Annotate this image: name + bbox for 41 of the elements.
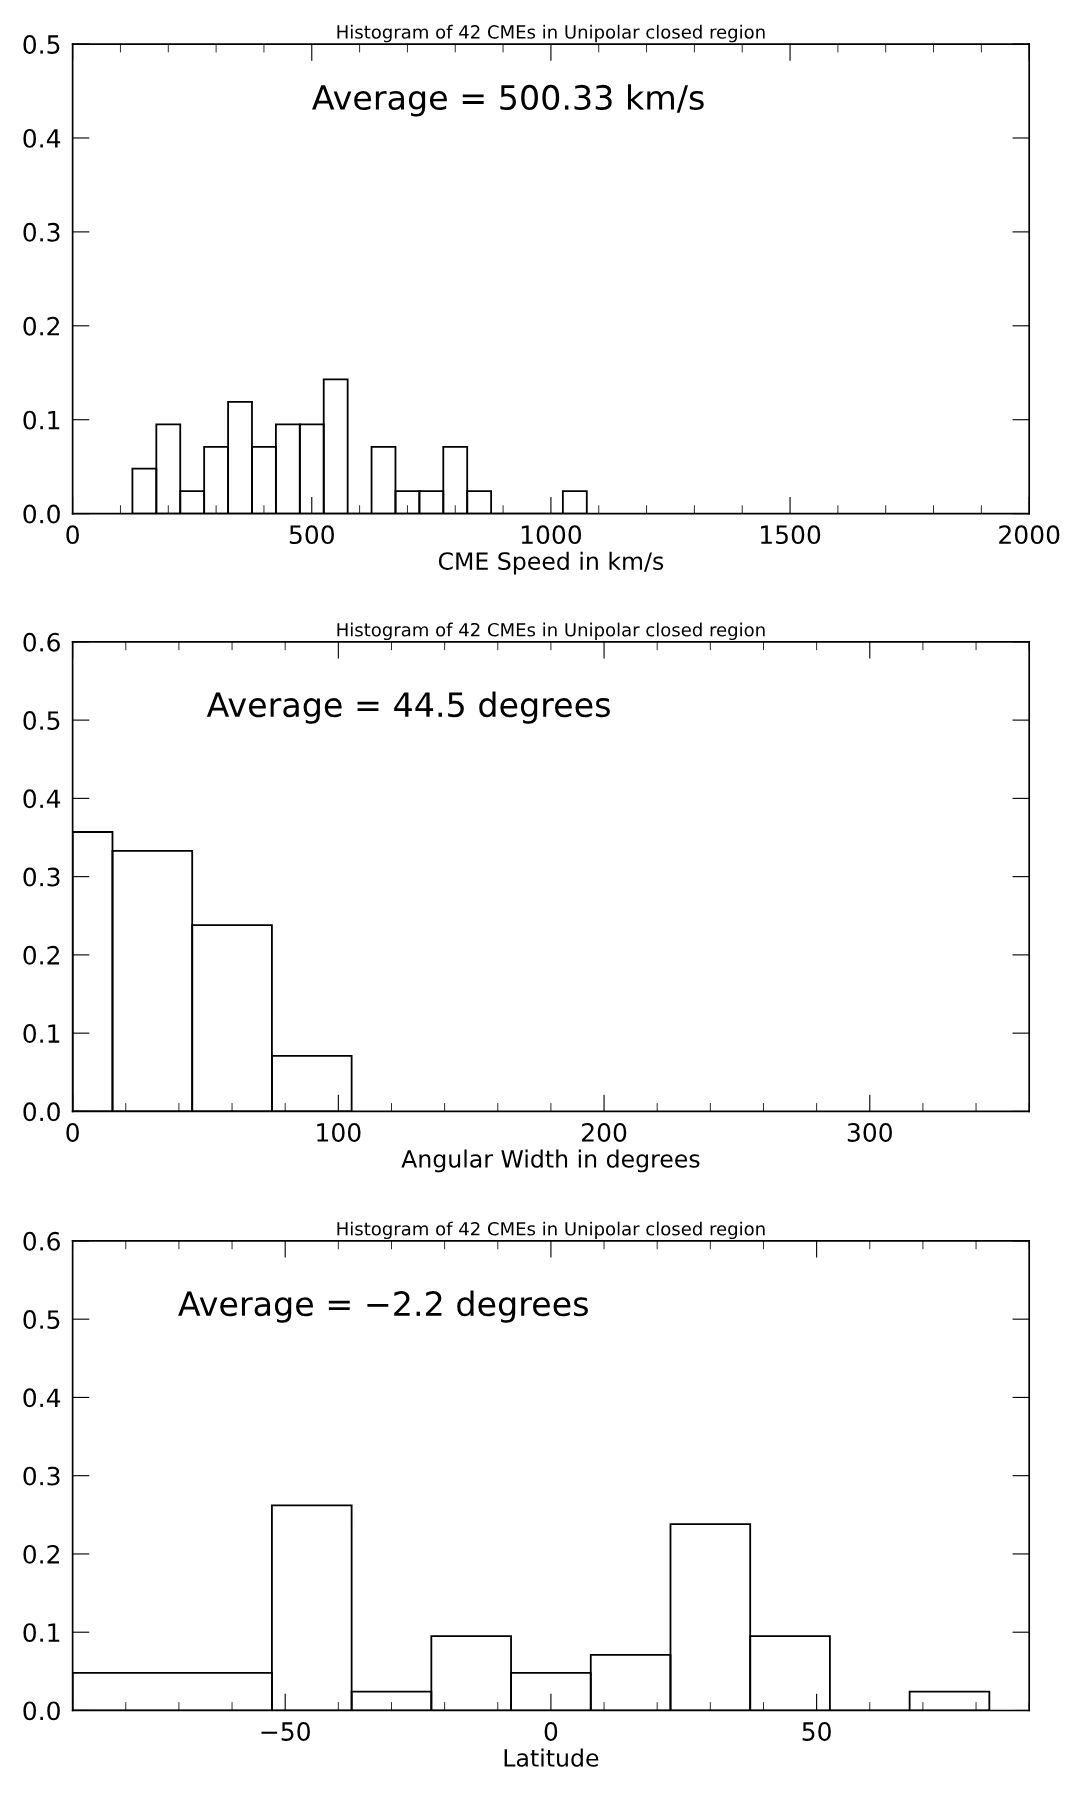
x-tick-label: 0 [544, 1722, 558, 1741]
y-tick-label: 0.6 [23, 1231, 60, 1251]
y-tick-label: 0.3 [23, 222, 60, 242]
x-tick-label: 0 [66, 1122, 79, 1142]
x-tick-label: 100 [317, 1122, 361, 1142]
y-tick-label: 0.2 [23, 316, 60, 336]
y-tick-label: 0.5 [23, 35, 60, 54]
y-tick-label: 0.1 [23, 1024, 60, 1044]
y-tick-label: 0.3 [23, 867, 60, 887]
x-tick-label: 500 [289, 525, 334, 545]
y-tick-label: 0.5 [23, 1310, 60, 1330]
x-tick-label: −50 [261, 1722, 310, 1741]
y-tick-label: 0.4 [23, 128, 61, 148]
y-tick-label: 0.5 [23, 711, 60, 730]
y-tick-label: 0.4 [23, 1388, 61, 1408]
y-tick-label: 0.1 [23, 1623, 60, 1643]
x-tick-label: 1500 [760, 525, 821, 545]
y-tick-label: 0.0 [23, 504, 60, 524]
x-tick-label: 200 [582, 1122, 627, 1142]
x-tick-label: 1000 [521, 525, 582, 545]
annotation: Average = 500.33 km/s [312, 84, 704, 117]
y-tick-label: 0.0 [23, 1102, 60, 1122]
chart-title: Histogram of 42 CMEs in Unipolar closed region [337, 24, 765, 43]
x-tick-label: 2000 [999, 525, 1060, 545]
x-axis-title: Angular Width in degrees [401, 1149, 700, 1173]
annotation: Average = 44.5 degrees [206, 691, 610, 724]
y-tick-label: 0.1 [23, 410, 60, 430]
annotation: Average = −2.2 degrees [178, 1290, 588, 1323]
y-tick-label: 0.4 [23, 789, 61, 809]
x-tick-label: 0 [66, 525, 79, 545]
y-tick-label: 0.2 [23, 1544, 60, 1564]
chart-title: Histogram of 42 CMEs in Unipolar closed region [337, 622, 765, 641]
y-tick-label: 0.2 [23, 945, 60, 965]
x-axis-title: CME Speed in km/s [438, 551, 664, 575]
chart-title: Histogram of 42 CMEs in Unipolar closed region [337, 1221, 765, 1240]
x-tick-label: 300 [847, 1122, 892, 1142]
x-tick-label: 50 [802, 1722, 831, 1741]
y-tick-label: 0.3 [23, 1466, 60, 1486]
x-axis-title: Latitude [504, 1748, 599, 1767]
y-tick-label: 0.0 [23, 1701, 60, 1721]
y-tick-label: 0.6 [23, 632, 60, 652]
